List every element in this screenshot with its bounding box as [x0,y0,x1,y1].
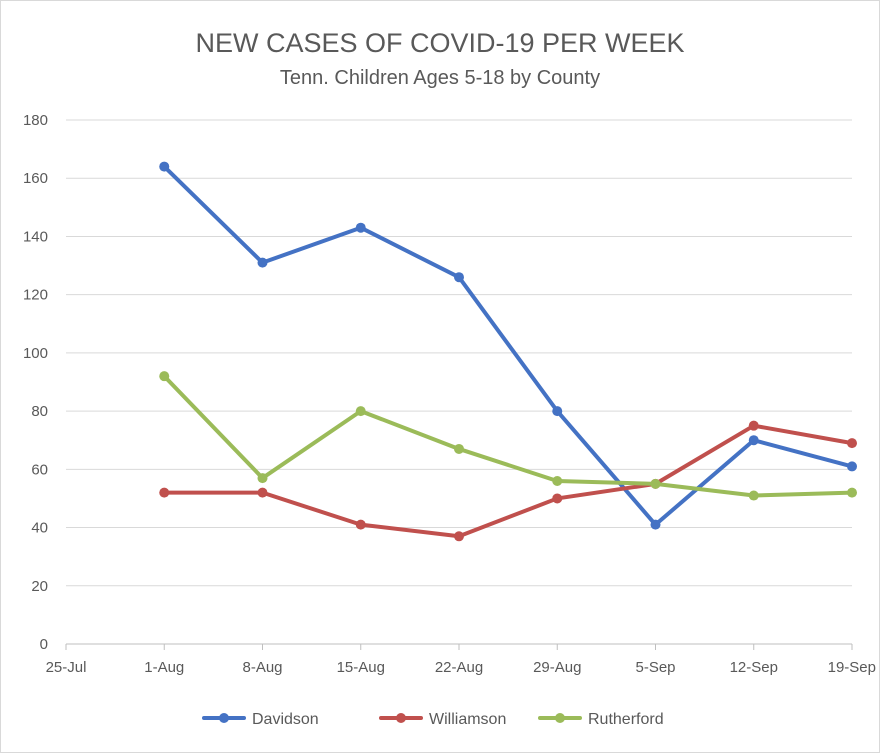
legend-item-rutherford: Rutherford [538,711,664,728]
y-tick-label: 20 [31,578,48,595]
y-tick-label: 80 [31,403,48,420]
x-tick-label: 8-Aug [242,659,282,676]
series-line-rutherford [162,374,854,498]
data-point-williamson [257,487,268,498]
legend-item-williamson: Williamson [379,711,506,728]
legend-label-williamson: Williamson [429,711,506,728]
data-point-rutherford [159,371,170,382]
y-tick-label: 120 [23,287,48,304]
data-point-rutherford [847,487,857,498]
x-tick-label: 15-Aug [337,659,385,676]
series-rutherford [159,371,857,501]
data-point-williamson [552,493,563,504]
data-point-davidson [847,461,857,472]
data-point-rutherford [748,490,759,501]
series-line-davidson [162,164,854,527]
chart-subtitle: Tenn. Children Ages 5-18 by County [280,67,600,89]
legend-marker-rutherford [555,713,565,723]
y-tick-label: 160 [23,170,48,187]
x-tick-label: 22-Aug [435,659,483,676]
legend-label-rutherford: Rutherford [588,711,664,728]
y-axis-ticks: 0 20 40 60 80 100 120 140 160 180 [23,112,48,653]
data-point-rutherford [650,478,661,489]
data-point-davidson [159,161,170,172]
data-point-davidson [355,222,366,233]
data-point-williamson [355,519,366,530]
legend: Davidson Williamson Rutherford [202,711,664,728]
x-tick-label: 25-Jul [46,659,87,676]
y-tick-label: 60 [31,461,48,478]
data-point-davidson [454,272,464,283]
data-point-rutherford [355,406,366,417]
legend-item-davidson: Davidson [202,711,319,728]
data-point-davidson [257,257,268,268]
series-lines [159,161,857,542]
legend-marker-davidson [219,713,229,723]
gridlines [66,119,852,645]
data-point-williamson [748,420,759,431]
data-point-williamson [454,531,464,542]
data-point-rutherford [552,475,563,486]
legend-marker-williamson [396,713,406,723]
y-tick-label: 100 [23,345,48,362]
series-williamson [159,420,857,542]
series-davidson [159,161,857,530]
x-tick-label: 19-Sep [828,659,876,676]
x-tick-label: 29-Aug [533,659,581,676]
chart-title: NEW CASES OF COVID-19 PER WEEK [195,28,684,58]
data-point-davidson [552,406,563,417]
y-tick-label: 0 [40,636,48,653]
x-axis-ticks: 25-Jul 1-Aug 8-Aug 15-Aug 22-Aug 29-Aug 5-Sep 1… [46,644,876,676]
x-tick-label: 5-Sep [635,659,675,676]
data-point-davidson [650,519,661,530]
data-point-williamson [159,487,170,498]
legend-label-davidson: Davidson [252,711,319,728]
data-point-williamson [847,438,857,449]
y-tick-label: 40 [31,520,48,537]
y-tick-label: 140 [23,228,48,245]
x-tick-label: 1-Aug [144,659,184,676]
x-tick-label: 12-Sep [730,659,778,676]
data-point-rutherford [454,443,464,454]
data-point-davidson [748,435,759,446]
series-line-williamson [162,423,854,539]
y-tick-label: 180 [23,112,48,129]
data-point-rutherford [257,473,268,484]
